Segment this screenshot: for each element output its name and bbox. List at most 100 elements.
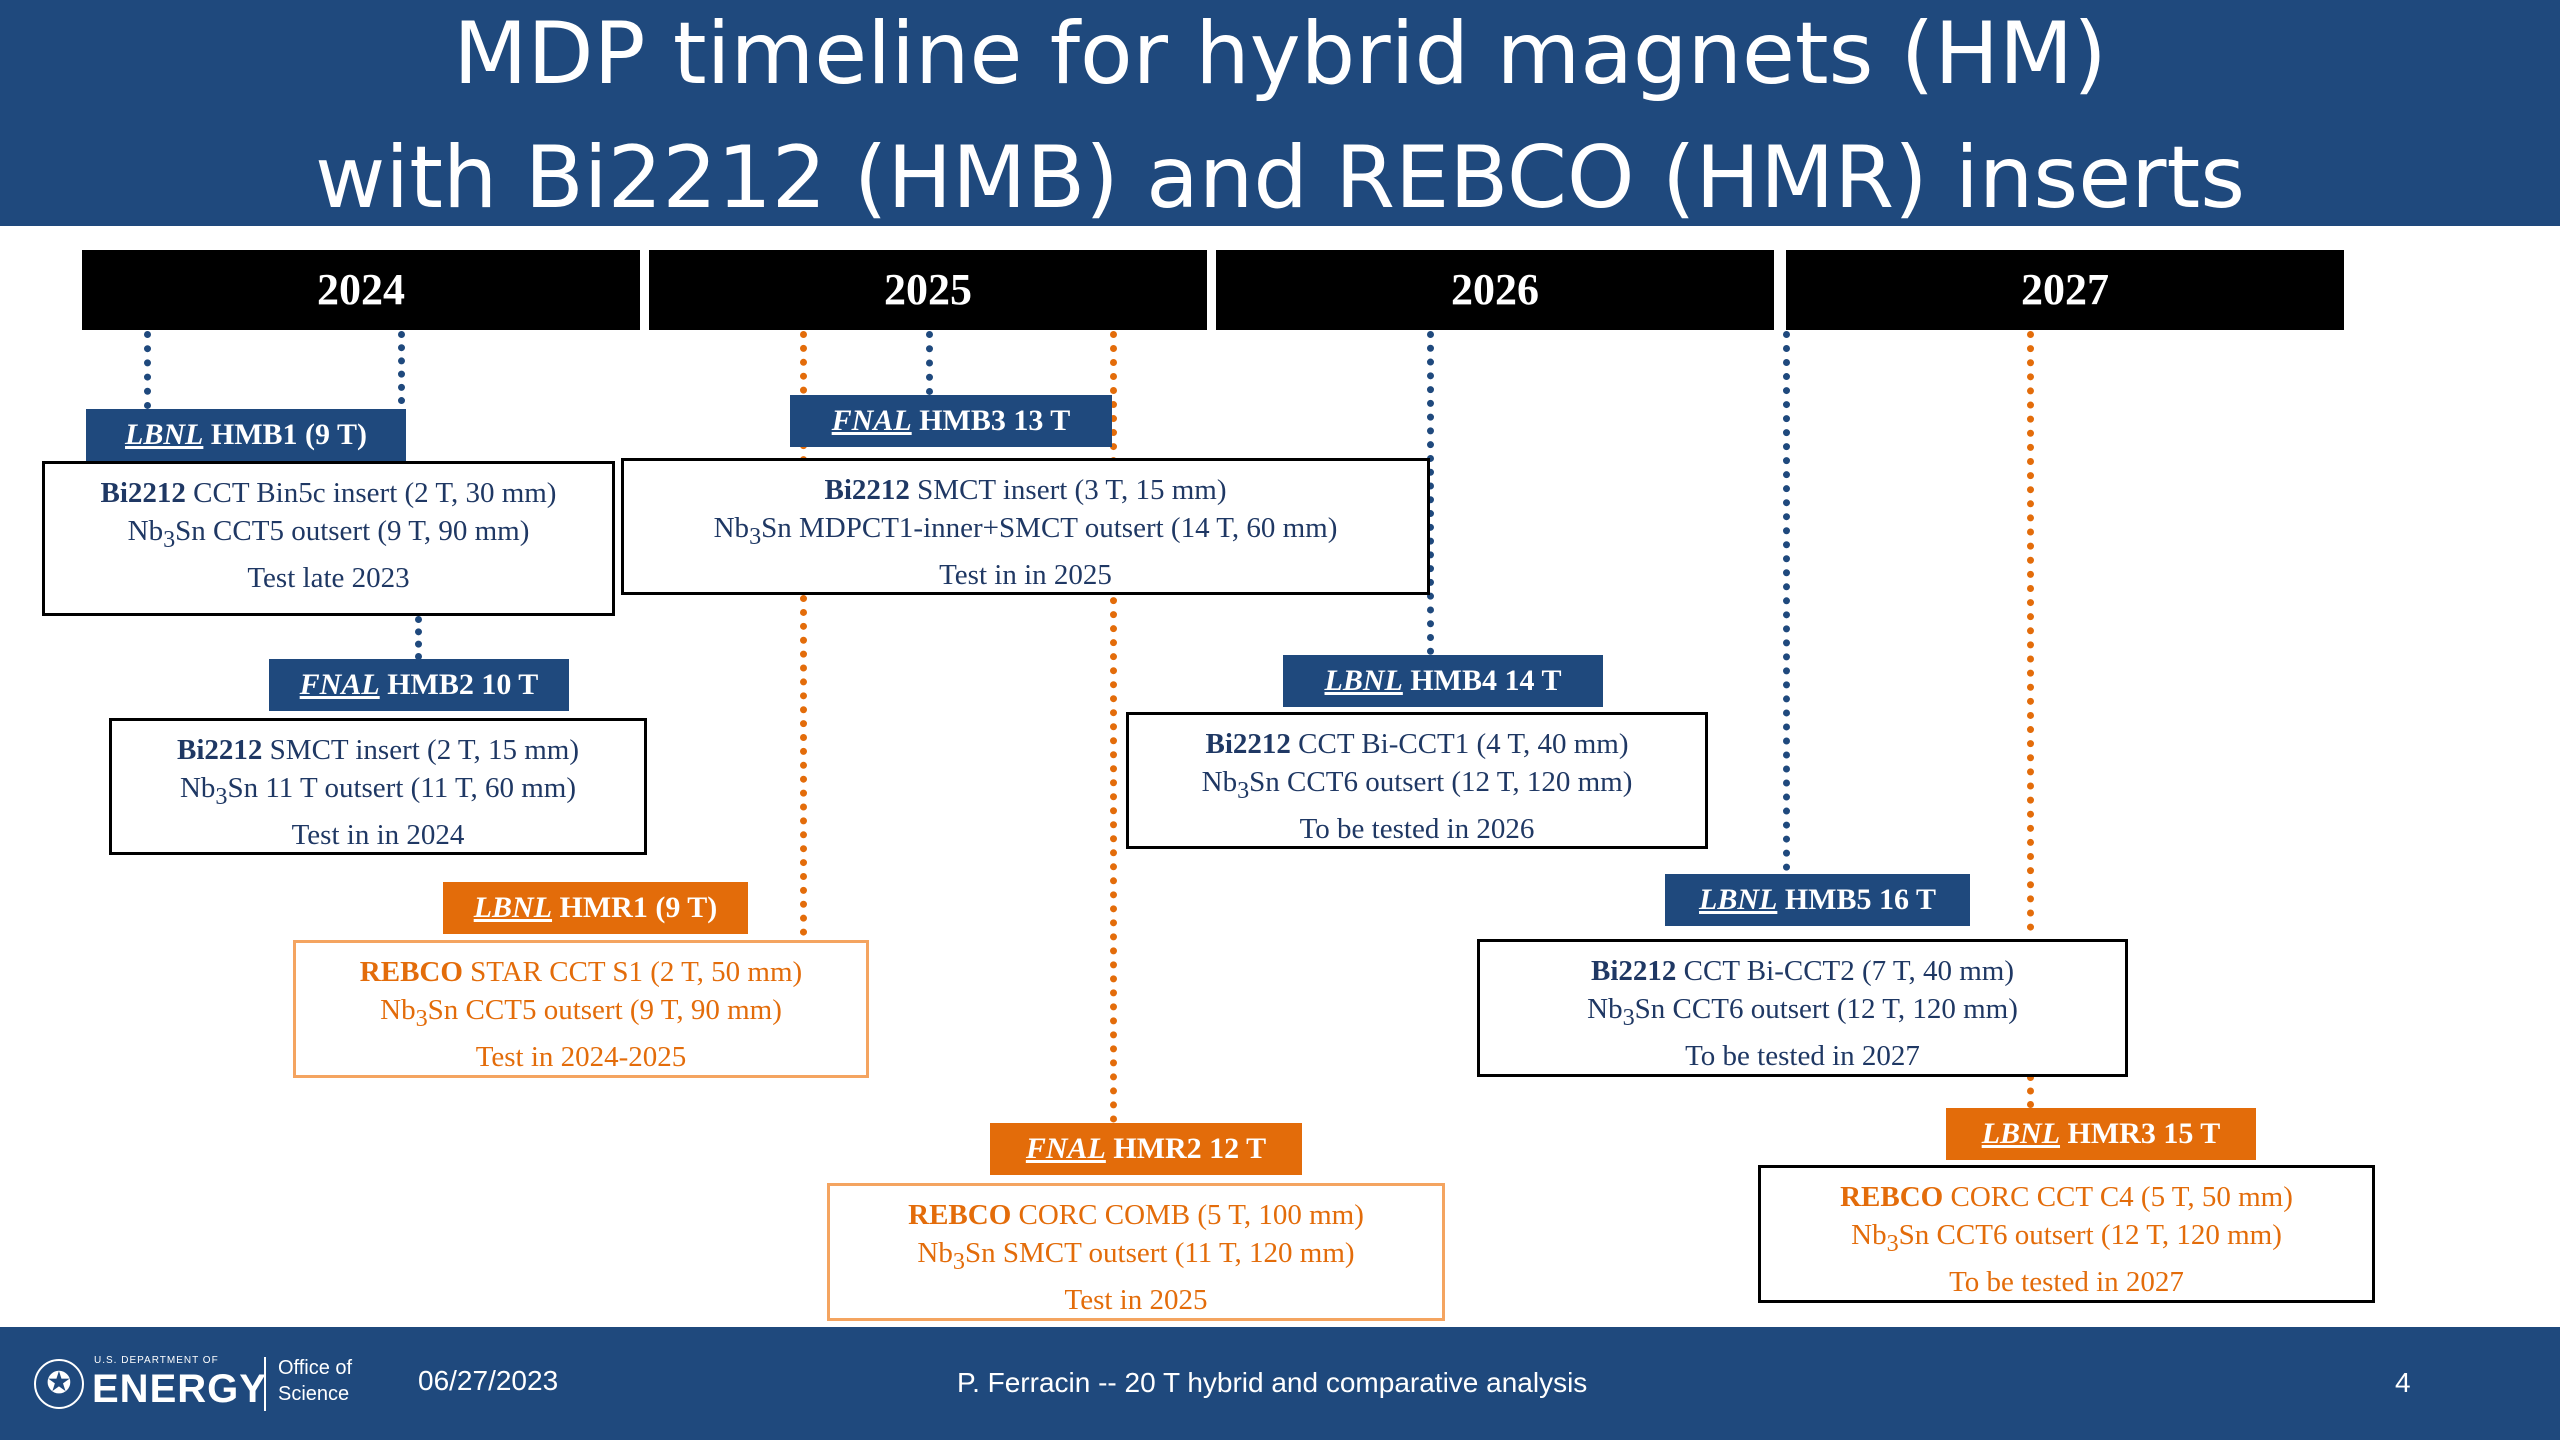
year-bar-2024: 2024 — [82, 250, 640, 330]
hmb5-test: To be tested in 2027 — [1685, 1039, 1920, 1072]
hmb1-card: Bi2212 CCT Bin5c insert (2 T, 30 mm) Nb3… — [42, 461, 615, 616]
hmb2-label: FNAL HMB2 10 T — [269, 659, 569, 711]
slide-title-line-2: with Bi2212 (HMB) and REBCO (HMR) insert… — [314, 128, 2246, 228]
slide-header: MDP timeline for hybrid magnets (HM) wit… — [0, 0, 2560, 228]
hmb4-outsert-prefix: Nb — [1201, 766, 1238, 798]
hmr1-label: LBNL HMR1 (9 T) — [443, 882, 748, 934]
doe-seal-icon: ✪ — [34, 1359, 84, 1409]
logo-energy-text: ENERGY — [92, 1367, 267, 1411]
hmb1-name: HMB1 (9 T) — [210, 418, 367, 451]
hmb2-insert: SMCT insert (2 T, 15 mm) — [262, 734, 579, 766]
hmb5-conductor: Bi2212 — [1591, 955, 1677, 987]
footer-presentation-title: P. Ferracin -- 20 T hybrid and comparati… — [957, 1367, 1588, 1398]
connector-hmb5 — [1783, 331, 1790, 871]
hmb4-outsert: Sn CCT6 outsert (12 T, 120 mm) — [1249, 766, 1633, 798]
hmr1-conductor: REBCO — [359, 956, 463, 988]
hmb3-insert: SMCT insert (3 T, 15 mm) — [909, 474, 1227, 506]
hmb5-insert: CCT Bi-CCT2 (7 T, 40 mm) — [1676, 955, 2014, 987]
hmb4-insert: CCT Bi-CCT1 (4 T, 40 mm) — [1290, 728, 1629, 760]
hmb2-test: Test in in 2024 — [291, 818, 465, 851]
hmr2-insert: CORC COMB (5 T, 100 mm) — [1011, 1199, 1364, 1231]
hmb4-outsert-sub: 3 — [1237, 776, 1250, 804]
connector-hmb2-upper — [398, 331, 405, 457]
hmb3-lab: FNAL — [831, 404, 912, 437]
hmb2-outsert-sub: 3 — [215, 782, 228, 810]
hmr3-outsert: Sn CCT6 outsert (12 T, 120 mm) — [1898, 1219, 2282, 1251]
logo-dept-text: U.S. DEPARTMENT OF — [94, 1355, 219, 1366]
connector-hmr1 — [800, 331, 807, 936]
hmb1-label: LBNL HMB1 (9 T) — [86, 409, 406, 461]
hmb1-outsert: Sn CCT5 outsert (9 T, 90 mm) — [175, 515, 530, 547]
hmb4-conductor: Bi2212 — [1205, 728, 1291, 760]
connector-hmb1 — [144, 331, 151, 409]
hmb1-lab: LBNL — [125, 418, 204, 451]
hmr1-outsert: Sn CCT5 outsert (9 T, 90 mm) — [427, 994, 782, 1026]
hmr3-lab: LBNL — [1981, 1117, 2061, 1150]
hmb1-conductor: Bi2212 — [100, 477, 186, 509]
slide-footer: ✪ U.S. DEPARTMENT OF ENERGY Office of Sc… — [0, 1327, 2560, 1440]
hmr1-name: HMR1 (9 T) — [559, 891, 718, 924]
hmr3-test: To be tested in 2027 — [1949, 1265, 2184, 1298]
hmr2-outsert-sub: 3 — [952, 1247, 965, 1275]
hmb1-outsert-prefix: Nb — [127, 515, 164, 547]
hmr1-outsert-sub: 3 — [415, 1004, 428, 1032]
hmb3-outsert-sub: 3 — [749, 522, 762, 550]
hmr3-insert: CORC CCT C4 (5 T, 50 mm) — [1943, 1181, 2293, 1213]
hmb5-outsert: Sn CCT6 outsert (12 T, 120 mm) — [1634, 993, 2018, 1025]
hmb3-outsert-prefix: Nb — [713, 512, 750, 544]
hmb3-conductor: Bi2212 — [824, 474, 910, 506]
hmr3-conductor: REBCO — [1840, 1181, 1944, 1213]
year-bar-2027: 2027 — [1786, 250, 2344, 330]
year-bar-2026: 2026 — [1216, 250, 1774, 330]
hmr2-outsert: Sn SMCT outsert (11 T, 120 mm) — [964, 1237, 1355, 1269]
hmr2-label: FNAL HMR2 12 T — [990, 1123, 1302, 1175]
hmb3-test: Test in in 2025 — [939, 558, 1112, 591]
hmb2-name: HMB2 10 T — [387, 668, 539, 701]
connector-hmr3-lower — [2027, 1074, 2034, 1108]
hmb4-card: Bi2212 CCT Bi-CCT1 (4 T, 40 mm) Nb3Sn CC… — [1126, 712, 1708, 849]
hmr3-outsert-prefix: Nb — [1851, 1219, 1887, 1251]
hmr1-card: REBCO STAR CCT S1 (2 T, 50 mm) Nb3Sn CCT… — [293, 940, 869, 1078]
hmr1-lab: LBNL — [473, 891, 553, 924]
hmb5-outsert-sub: 3 — [1622, 1003, 1635, 1031]
hmb3-label: FNAL HMB3 13 T — [790, 395, 1112, 447]
hmb3-card: Bi2212 SMCT insert (3 T, 15 mm) Nb3Sn MD… — [621, 458, 1430, 595]
hmr2-card: REBCO CORC COMB (5 T, 100 mm) Nb3Sn SMCT… — [827, 1183, 1445, 1321]
hmr1-outsert-prefix: Nb — [380, 994, 416, 1026]
hmr2-outsert-prefix: Nb — [917, 1237, 953, 1269]
hmr3-card: REBCO CORC CCT C4 (5 T, 50 mm) Nb3Sn CCT… — [1758, 1165, 2375, 1303]
hmr2-test: Test in 2025 — [1064, 1283, 1208, 1316]
doe-office-of-science-logo: ✪ U.S. DEPARTMENT OF ENERGY Office of Sc… — [34, 1353, 369, 1415]
hmb1-insert: CCT Bin5c insert (2 T, 30 mm) — [185, 477, 557, 509]
hmr2-conductor: REBCO — [908, 1199, 1012, 1231]
hmb1-test: Test late 2023 — [247, 561, 410, 594]
hmr1-test: Test in 2024-2025 — [475, 1040, 687, 1073]
hmr3-name: HMR3 15 T — [2067, 1117, 2221, 1150]
hmb5-name: HMB5 16 T — [1784, 883, 1936, 916]
hmb5-card: Bi2212 CCT Bi-CCT2 (7 T, 40 mm) Nb3Sn CC… — [1477, 939, 2128, 1077]
hmb4-test: To be tested in 2026 — [1299, 812, 1535, 845]
hmb4-lab: LBNL — [1324, 664, 1403, 697]
connector-hmb2-lower — [415, 616, 422, 660]
footer-page-number: 4 — [2395, 1367, 2411, 1398]
connector-hmr3-upper — [2027, 331, 2034, 931]
connector-hmr2 — [1110, 331, 1117, 1123]
logo-office-text: Office of Science — [278, 1355, 352, 1407]
hmb2-conductor: Bi2212 — [177, 734, 263, 766]
hmr2-name: HMR2 12 T — [1113, 1132, 1267, 1165]
hmb3-outsert: Sn MDPCT1-inner+SMCT outsert (14 T, 60 m… — [761, 512, 1338, 544]
logo-office-line-2: Science — [278, 1383, 350, 1405]
hmb2-outsert-prefix: Nb — [179, 772, 216, 804]
hmb5-lab: LBNL — [1699, 883, 1778, 916]
hmr2-lab: FNAL — [1025, 1132, 1106, 1165]
hmb2-outsert: Sn 11 T outsert (11 T, 60 mm) — [227, 772, 577, 804]
hmr3-label: LBNL HMR3 15 T — [1946, 1108, 2256, 1160]
hmr3-outsert-sub: 3 — [1886, 1229, 1899, 1257]
hmr1-insert: STAR CCT S1 (2 T, 50 mm) — [462, 956, 803, 988]
connector-hmb4 — [1427, 331, 1434, 655]
hmb3-name: HMB3 13 T — [919, 404, 1071, 437]
logo-office-line-1: Office of — [278, 1357, 353, 1379]
hmb4-label: LBNL HMB4 14 T — [1283, 655, 1603, 707]
slide-title-line-1: MDP timeline for hybrid magnets (HM) — [453, 4, 2107, 104]
hmb5-label: LBNL HMB5 16 T — [1665, 874, 1970, 926]
